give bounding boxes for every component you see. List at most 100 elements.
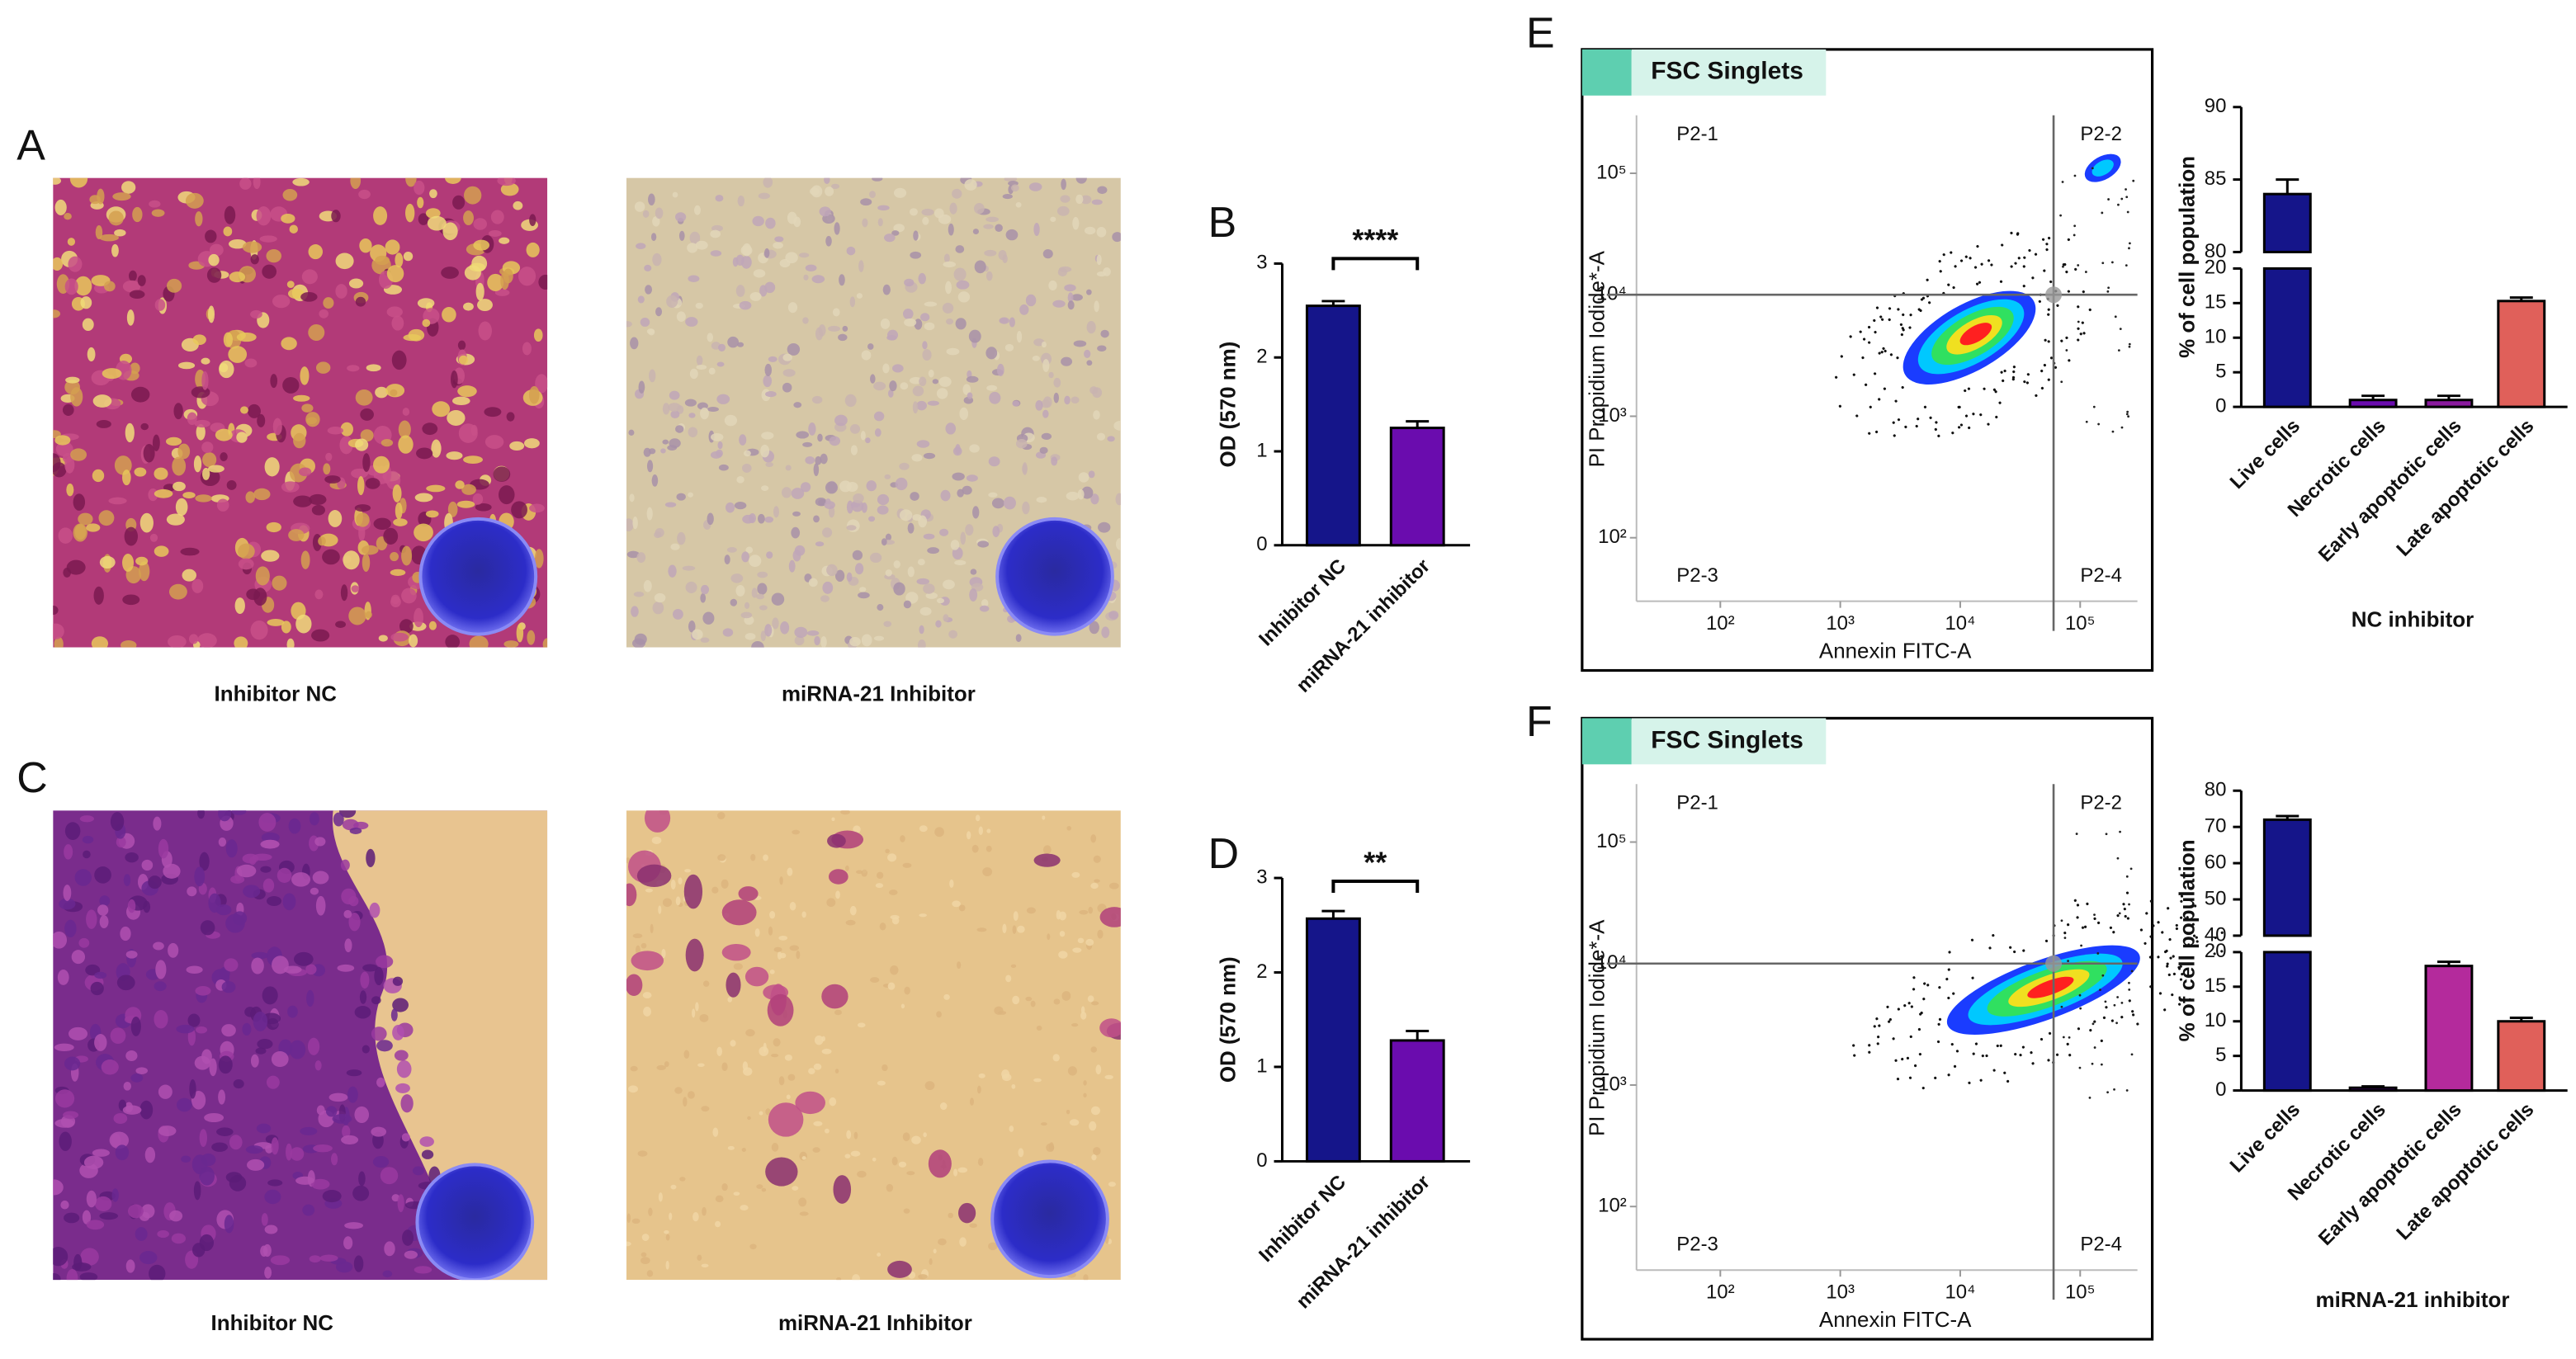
cell-texture bbox=[966, 474, 978, 482]
cell-texture bbox=[295, 614, 312, 634]
cell-texture bbox=[116, 836, 126, 848]
cell-texture bbox=[845, 919, 856, 926]
cell-texture bbox=[1036, 497, 1047, 503]
cell-texture bbox=[452, 195, 466, 210]
cell-texture bbox=[692, 629, 703, 640]
event-dot bbox=[2120, 1016, 2124, 1019]
cell-texture bbox=[242, 1022, 252, 1036]
cell-texture bbox=[689, 231, 701, 244]
cell-texture bbox=[923, 533, 935, 540]
cell-texture bbox=[135, 1227, 148, 1241]
cell-texture bbox=[490, 210, 504, 224]
cell-texture bbox=[412, 1166, 424, 1176]
cell-texture bbox=[711, 432, 724, 441]
event-dot bbox=[1951, 432, 1954, 435]
event-dot bbox=[2078, 1066, 2082, 1069]
cell-texture bbox=[648, 193, 655, 205]
cell-texture bbox=[87, 347, 96, 362]
cell-texture bbox=[818, 324, 826, 337]
event-dot bbox=[1964, 389, 1967, 393]
cell-texture bbox=[353, 1255, 364, 1272]
cell-texture bbox=[763, 177, 773, 188]
event-dot bbox=[2131, 1010, 2134, 1013]
cell-texture bbox=[255, 1047, 267, 1055]
event-dot bbox=[2073, 174, 2077, 177]
x-tick-label: Live cells bbox=[2226, 415, 2304, 493]
cell-texture bbox=[282, 893, 296, 911]
cell-texture bbox=[985, 347, 998, 360]
cell-texture bbox=[64, 1212, 80, 1224]
cell-texture bbox=[124, 526, 139, 546]
y-tick-label: 10 bbox=[2205, 1009, 2227, 1031]
cell-texture bbox=[890, 914, 900, 920]
event-dot bbox=[2116, 856, 2120, 860]
cell-texture bbox=[252, 853, 272, 861]
cell-texture bbox=[1033, 1078, 1042, 1083]
y-tick-label: 0 bbox=[2215, 1078, 2226, 1101]
cell-texture bbox=[717, 812, 726, 819]
event-dot bbox=[1973, 266, 1978, 269]
event-dot bbox=[2049, 280, 2053, 284]
cell-texture bbox=[1004, 177, 1018, 182]
cell-texture bbox=[902, 1132, 910, 1142]
cell-texture bbox=[251, 951, 269, 960]
cell-texture bbox=[943, 261, 957, 268]
cell-texture bbox=[939, 1102, 948, 1111]
cell-texture bbox=[856, 293, 863, 299]
event-dot bbox=[2124, 914, 2127, 918]
event-dot bbox=[2081, 321, 2084, 324]
cell-texture bbox=[185, 192, 204, 209]
event-dot bbox=[1899, 323, 1903, 327]
cell-texture bbox=[405, 177, 417, 187]
bar bbox=[2262, 951, 2312, 1092]
cell-texture bbox=[122, 554, 135, 572]
event-dot bbox=[1974, 1042, 1978, 1045]
y-tick-label: 10⁵ bbox=[1596, 161, 1627, 183]
cell-texture bbox=[638, 380, 645, 394]
cell-texture bbox=[906, 1171, 915, 1176]
cell-texture bbox=[73, 523, 87, 542]
cell-texture bbox=[835, 890, 840, 899]
cell-texture bbox=[432, 401, 451, 418]
cell-texture bbox=[369, 902, 380, 918]
cell-texture bbox=[911, 454, 923, 462]
cell-texture bbox=[182, 492, 196, 499]
cell-texture bbox=[946, 347, 960, 356]
cell-texture bbox=[253, 488, 271, 501]
y-tick-label: 10³ bbox=[1598, 404, 1627, 427]
cell-texture bbox=[887, 853, 897, 862]
cell-texture bbox=[123, 1081, 132, 1091]
event-dot bbox=[1994, 390, 1997, 394]
cell-texture bbox=[752, 215, 764, 227]
event-dot bbox=[1909, 314, 1912, 317]
cell-texture bbox=[487, 273, 504, 291]
cell-texture bbox=[1042, 248, 1053, 259]
cell-texture bbox=[1072, 216, 1080, 230]
cell-texture bbox=[110, 1027, 126, 1045]
cell-texture bbox=[858, 592, 870, 599]
cell-texture bbox=[224, 205, 236, 224]
cell-texture bbox=[500, 182, 519, 196]
cell-texture bbox=[1042, 815, 1046, 820]
event-dot bbox=[2180, 899, 2183, 903]
event-dot bbox=[1888, 1017, 1892, 1022]
cell-texture bbox=[349, 827, 362, 834]
cell-texture bbox=[319, 309, 329, 319]
cell-texture bbox=[312, 871, 329, 885]
bar bbox=[2424, 399, 2474, 408]
cell-texture bbox=[1064, 284, 1076, 292]
cell-texture bbox=[1084, 226, 1096, 235]
cell-texture bbox=[445, 635, 461, 648]
cell-texture bbox=[305, 964, 317, 975]
cell-texture bbox=[813, 463, 820, 477]
cell-texture bbox=[696, 355, 703, 366]
cell-texture bbox=[260, 866, 272, 873]
cell-texture bbox=[952, 188, 962, 199]
cell-texture bbox=[260, 839, 280, 849]
cell-texture bbox=[288, 529, 305, 541]
event-dot bbox=[1835, 375, 1838, 379]
cell-texture bbox=[293, 432, 306, 449]
cell-texture bbox=[149, 200, 161, 208]
cell-texture bbox=[644, 264, 652, 271]
cell-texture bbox=[648, 1207, 653, 1216]
